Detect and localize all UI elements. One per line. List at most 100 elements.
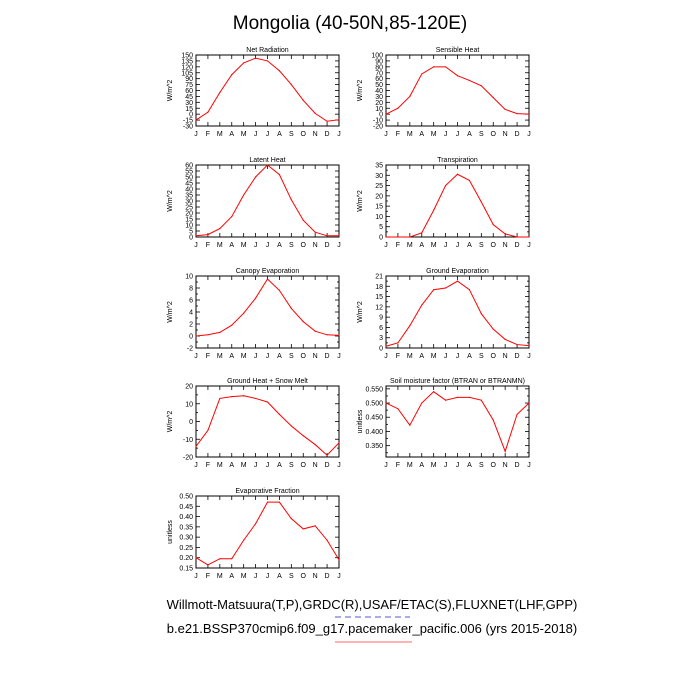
x-tick-label: M [217, 131, 223, 138]
panel-1: Net Radiation -30-15015304560759010512013… [167, 47, 341, 138]
x-tick-label: F [396, 242, 400, 249]
y-tick-label: 0 [379, 235, 383, 242]
plot-frame [195, 275, 340, 349]
x-tick-label: M [407, 353, 413, 360]
x-tick-label: S [479, 462, 484, 469]
x-tick-label: M [217, 573, 223, 580]
data-point [302, 219, 304, 221]
data-point [302, 321, 304, 323]
data-point [243, 312, 245, 314]
data-point [207, 234, 209, 236]
plot-frame [385, 275, 530, 349]
y-tick-label: 0 [379, 112, 383, 119]
x-tick-label: A [467, 353, 472, 360]
y-tick-label: 150 [181, 53, 193, 60]
y-tick-label: 0 [189, 419, 193, 426]
y-axis-label: W/m^2 [357, 80, 364, 102]
data-point [266, 278, 269, 280]
x-tick-label: J [527, 131, 531, 138]
data-point [243, 395, 245, 397]
data-point [326, 539, 328, 541]
panel-9: Evaporative Fraction 0.15 0.20 0.25 0.30 0.35… [167, 488, 341, 580]
y-tick-label: 50 [375, 82, 383, 89]
x-tick-label: M [241, 242, 247, 249]
data-point [302, 435, 304, 437]
x-tick-label: S [289, 462, 294, 469]
data-point [207, 334, 209, 336]
data-point [314, 443, 316, 446]
data-point [243, 539, 245, 541]
data-point [254, 57, 257, 59]
x-tick-label: F [396, 353, 400, 360]
y-tick-label: 0 [189, 235, 193, 242]
y-tick-label: 3 [379, 335, 383, 342]
y-tick-label: 30 [185, 199, 193, 206]
data-point [480, 313, 482, 315]
data-point [338, 334, 340, 336]
x-tick-label: J [456, 353, 460, 360]
x-tick-label: M [431, 131, 437, 138]
data-point [421, 304, 423, 306]
y-tick-label: 0.50 [179, 494, 193, 501]
y-axis-label: unitless [357, 409, 364, 433]
data-point [254, 397, 257, 400]
data-point [231, 558, 233, 560]
x-tick-label: M [431, 242, 437, 249]
x-tick-label: N [503, 353, 508, 360]
x-tick-label: J [194, 353, 198, 360]
data-point [528, 402, 530, 404]
x-tick-label: J [527, 462, 531, 469]
x-tick-label: A [419, 131, 424, 138]
x-tick-label: J [456, 131, 460, 138]
x-tick-label: O [301, 131, 307, 138]
y-tick-label: 40 [375, 88, 383, 95]
panel-2: Sensible Heat -20-10010203040506070809010… [357, 47, 531, 138]
x-tick-label: O [491, 353, 497, 360]
x-tick-label: S [289, 242, 294, 249]
x-tick-label: A [277, 462, 282, 469]
data-point [338, 559, 340, 561]
series-line [195, 57, 340, 122]
x-tick-label: J [266, 353, 270, 360]
data-point [207, 111, 209, 113]
y-tick-label: 6 [189, 298, 193, 305]
y-tick-label: 8 [189, 286, 193, 293]
data-point [338, 235, 340, 237]
data-point [326, 454, 328, 456]
y-tick-label: 15 [185, 217, 193, 224]
x-tick-label: O [301, 462, 307, 469]
x-tick-label: J [527, 353, 531, 360]
data-point [421, 232, 423, 234]
x-tick-label: J [444, 242, 448, 249]
panel-title: Transpiration [437, 157, 478, 164]
y-tick-label: 10 [375, 106, 383, 113]
y-tick-label: 50 [185, 175, 193, 182]
x-tick-label: F [206, 462, 210, 469]
y-tick-label: 20 [185, 384, 193, 391]
y-tick-label: -30 [183, 124, 193, 131]
footer-line-2: b.e21.BSSP370cmip6.f09_g17.pacemaker_pac… [167, 621, 577, 636]
panels: Net Radiation-30-15015304560759010512013… [167, 47, 531, 580]
x-tick-label: S [479, 242, 484, 249]
x-tick-label: J [194, 573, 198, 580]
x-tick-label: F [396, 131, 400, 138]
y-tick-label: 0.400 [365, 429, 383, 436]
x-tick-label: F [396, 462, 400, 469]
x-tick-label: M [407, 131, 413, 138]
data-point [231, 396, 233, 398]
y-tick-label: 30 [375, 94, 383, 101]
data-point [468, 179, 471, 182]
series-line [195, 395, 340, 456]
y-tick-label: 0.350 [365, 443, 383, 450]
data-point [409, 325, 411, 327]
panel-title: Canopy Evaporation [236, 268, 300, 275]
data-point [444, 287, 447, 289]
x-tick-label: N [503, 462, 508, 469]
y-axis-label: W/m^2 [167, 80, 174, 102]
data-point [254, 297, 257, 299]
data-point [219, 228, 221, 230]
x-tick-label: A [229, 462, 234, 469]
figure-title: Mongolia (40-50N,85-120E) [233, 13, 467, 34]
data-point [314, 112, 316, 114]
y-tick-label: 30 [185, 100, 193, 107]
